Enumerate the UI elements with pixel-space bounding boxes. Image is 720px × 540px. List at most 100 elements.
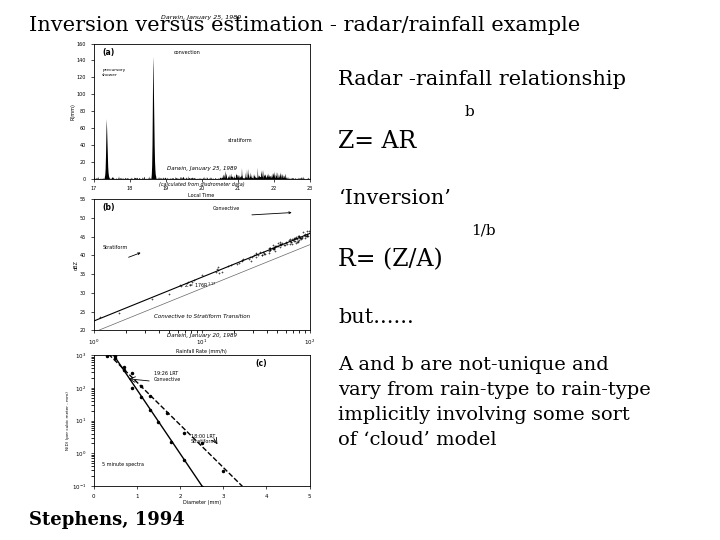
- Point: [222, 262, 233, 271]
- Point: [300, 230, 311, 239]
- Point: [285, 238, 297, 247]
- Point: [280, 238, 292, 247]
- Point: [268, 244, 279, 253]
- Text: convection: convection: [174, 50, 200, 56]
- Point: [292, 238, 303, 247]
- Text: R= (Z/A): R= (Z/A): [338, 248, 443, 272]
- Point: [301, 232, 312, 241]
- Y-axis label: R(mm): R(mm): [70, 103, 75, 119]
- Point: [236, 256, 248, 265]
- X-axis label: Local Time: Local Time: [189, 193, 215, 198]
- Point: [283, 235, 294, 244]
- Point: [186, 278, 198, 286]
- Y-axis label: dBZ: dBZ: [73, 260, 78, 270]
- Point: [113, 309, 125, 318]
- Point: [252, 251, 264, 260]
- Point: [289, 237, 300, 246]
- Point: [264, 244, 275, 252]
- Point: [294, 234, 306, 242]
- Point: [288, 234, 300, 242]
- Point: [250, 249, 261, 258]
- Point: [212, 265, 223, 273]
- Point: [294, 231, 305, 240]
- Point: [267, 241, 279, 249]
- Point: [274, 240, 285, 248]
- Text: Convective: Convective: [212, 206, 240, 211]
- Point: [265, 244, 276, 252]
- Text: Darwin, January 25, 1989: Darwin, January 25, 1989: [166, 166, 237, 172]
- Point: [286, 234, 297, 243]
- Point: [189, 275, 200, 284]
- Point: [301, 232, 312, 240]
- Point: [269, 242, 281, 251]
- Text: Convective to Stratiform Transition: Convective to Stratiform Transition: [153, 314, 250, 319]
- Text: 19:26 LRT
Convective: 19:26 LRT Convective: [154, 371, 181, 382]
- Text: Inversion versus estimation - radar/rainfall example: Inversion versus estimation - radar/rain…: [29, 16, 580, 35]
- Point: [296, 234, 307, 242]
- Point: [184, 280, 196, 289]
- Text: Darwin, January 20, 1989: Darwin, January 20, 1989: [166, 333, 237, 338]
- Point: [270, 247, 282, 255]
- Point: [290, 238, 302, 247]
- Text: ‘Inversion’: ‘Inversion’: [338, 189, 451, 208]
- Text: (b): (b): [102, 203, 114, 212]
- Point: [238, 255, 249, 264]
- Text: A and b are not-unique and
vary from rain-type to rain-type
implicitly involving: A and b are not-unique and vary from rai…: [338, 356, 651, 449]
- Text: but......: but......: [338, 308, 414, 327]
- Point: [259, 249, 271, 258]
- Point: [256, 251, 268, 260]
- Point: [278, 241, 289, 249]
- Point: [146, 295, 158, 303]
- Text: Darwin, January 25, 1989: Darwin, January 25, 1989: [161, 15, 242, 21]
- Text: Radar -rainfall relationship: Radar -rainfall relationship: [338, 70, 626, 89]
- Text: (calculated from disdrometer data): (calculated from disdrometer data): [159, 182, 244, 187]
- Point: [292, 232, 304, 240]
- Point: [197, 271, 208, 279]
- Point: [174, 281, 185, 289]
- Point: [250, 253, 261, 261]
- Point: [258, 250, 270, 259]
- Point: [284, 237, 296, 245]
- Text: Stratiform: Stratiform: [102, 245, 127, 250]
- Point: [289, 235, 300, 244]
- Point: [163, 290, 175, 299]
- Point: [217, 268, 228, 276]
- Point: [298, 231, 310, 240]
- Point: [300, 231, 312, 240]
- Point: [269, 244, 280, 253]
- Point: [291, 235, 302, 244]
- Point: [293, 232, 305, 240]
- X-axis label: Rainfall Rate (mm/h): Rainfall Rate (mm/h): [176, 349, 227, 354]
- Point: [94, 313, 106, 321]
- Point: [225, 261, 237, 269]
- Point: [292, 238, 304, 246]
- Point: [212, 266, 224, 274]
- Point: [243, 254, 255, 263]
- Point: [269, 244, 280, 253]
- Point: [289, 234, 301, 242]
- Point: [303, 227, 315, 235]
- Point: [275, 240, 287, 249]
- Text: 1/b: 1/b: [472, 224, 496, 238]
- Point: [176, 282, 187, 291]
- Point: [292, 237, 304, 245]
- Point: [269, 243, 281, 252]
- Point: [295, 234, 307, 242]
- Point: [267, 244, 279, 253]
- Text: Z= AR: Z= AR: [338, 130, 417, 153]
- Point: [269, 242, 280, 251]
- Point: [302, 230, 313, 239]
- Point: [264, 246, 275, 255]
- Point: [276, 239, 287, 248]
- Point: [274, 243, 286, 252]
- Point: [281, 240, 292, 248]
- Point: [302, 226, 313, 235]
- Point: [245, 252, 256, 261]
- Point: [271, 242, 282, 251]
- Point: [284, 240, 296, 248]
- Text: b: b: [464, 105, 474, 119]
- Point: [276, 240, 287, 248]
- Point: [279, 240, 291, 249]
- Point: [251, 250, 262, 259]
- Point: [293, 236, 305, 245]
